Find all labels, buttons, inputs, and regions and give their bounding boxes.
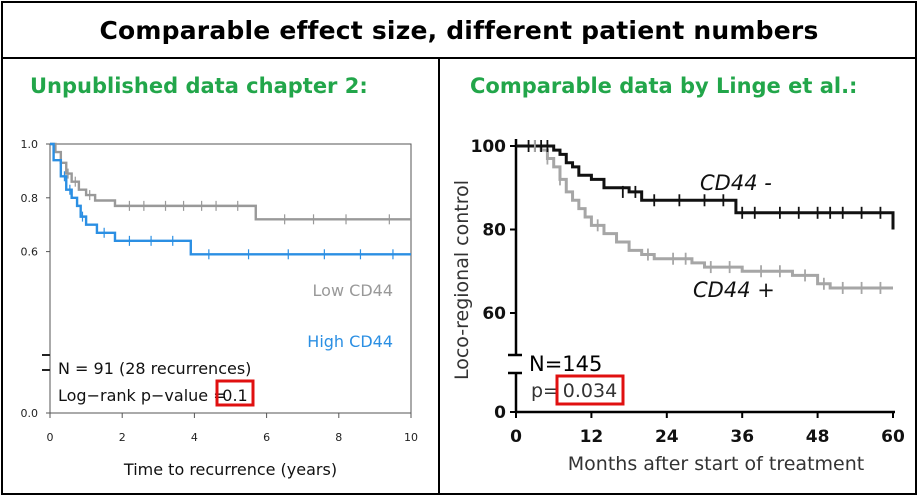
y-tick-label: 60: [482, 304, 506, 324]
x-tick-label: 4: [191, 431, 198, 444]
x-tick-label: 60: [881, 427, 905, 447]
p-annotation: Log−rank p−value =: [58, 386, 227, 405]
y-tick-label: 1.0: [21, 138, 39, 151]
y-tick-label: 100: [471, 137, 507, 157]
high-cd44-curve: [50, 142, 411, 256]
y-tick-label: 0: [494, 403, 506, 423]
x-axis-label: Time to recurrence (years): [123, 460, 337, 479]
x-tick-label: 0: [510, 427, 522, 447]
x-tick-label: 2: [119, 431, 126, 444]
plot-frame: [49, 143, 412, 414]
y-tick-label: 80: [482, 221, 506, 241]
x-tick-label: 36: [730, 427, 754, 447]
x-tick-label: 0: [47, 431, 54, 444]
cd44-negative-curve: [516, 144, 895, 230]
x-tick-label: 8: [335, 431, 342, 444]
x-tick-label: 24: [655, 427, 679, 447]
y-tick-label: 0.0: [21, 407, 39, 420]
high-cd44-label: High CD44: [307, 332, 393, 351]
n-annotation: N = 91 (28 recurrences): [58, 359, 251, 378]
cd44-negative-label: CD44 -: [700, 171, 772, 195]
p-value-highlight-box: [555, 374, 625, 406]
p-value-highlight-box: [215, 379, 255, 407]
p-value: 0.034: [563, 380, 617, 402]
x-tick-label: 10: [404, 431, 418, 444]
p-annotation: p=: [531, 380, 559, 402]
x-tick-label: 6: [263, 431, 270, 444]
y-tick-label: 0.8: [21, 192, 39, 205]
y-tick-label: 0.6: [21, 246, 39, 259]
n-annotation: N=145: [529, 352, 602, 376]
p-value: 0.1: [222, 386, 247, 405]
x-tick-label: 12: [580, 427, 604, 447]
slide-title: Comparable effect size, different patien…: [99, 15, 819, 45]
cd44-positive-curve: [516, 144, 893, 290]
right-panel-heading: Comparable data by Linge et al.:: [470, 74, 858, 98]
y-axis-label: Loco-regional control: [451, 180, 473, 380]
left-panel-heading: Unpublished data chapter 2:: [30, 74, 368, 98]
cd44-positive-label: CD44 +: [693, 278, 775, 302]
low-cd44-label: Low CD44: [313, 281, 393, 300]
title-bar: Comparable effect size, different patien…: [1, 1, 917, 59]
panel-divider: [438, 58, 440, 495]
x-tick-label: 48: [806, 427, 830, 447]
low-cd44-curve: [50, 142, 411, 221]
x-axis-label: Months after start of treatment: [568, 453, 864, 475]
